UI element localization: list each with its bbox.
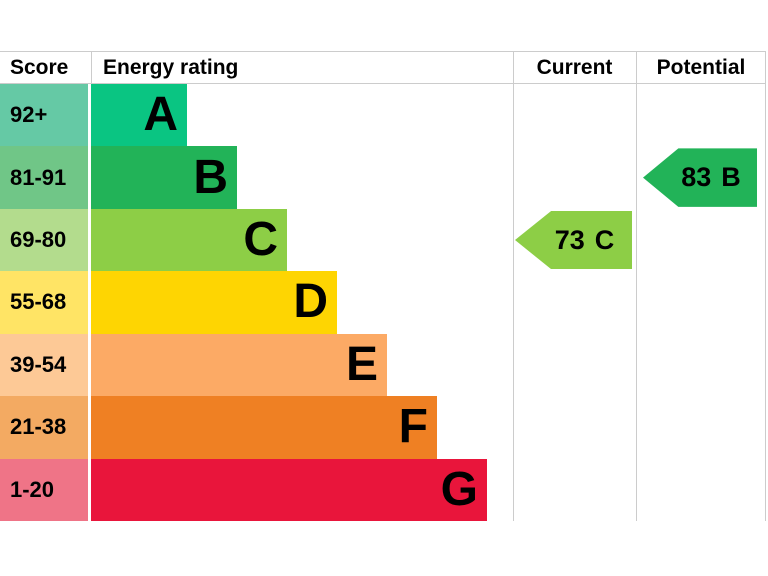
epc-rating-chart: Score Energy rating Current Potential 92… xyxy=(0,51,766,521)
potential-value: 83 xyxy=(681,162,712,193)
rating-bar-c: C xyxy=(91,208,287,272)
rating-row-f: 21-38 F xyxy=(0,396,513,459)
header-current: Current xyxy=(536,55,613,79)
current-arrow: 73 C xyxy=(515,210,632,270)
rating-row-e: 39-54 E xyxy=(0,333,513,397)
grade-letter: D xyxy=(293,275,328,329)
divider-score-rating xyxy=(91,52,92,84)
score-band-label: 81-91 xyxy=(0,146,88,209)
score-band-label: 21-38 xyxy=(0,396,88,459)
rating-row-c: 69-80 C xyxy=(0,208,513,272)
grade-letter: E xyxy=(345,337,378,391)
divider-right-edge xyxy=(765,52,766,521)
grade-letter: A xyxy=(143,88,178,142)
rating-bar-g: G xyxy=(91,458,487,521)
header-energy-rating: Energy rating xyxy=(103,55,239,79)
rating-row-b: 81-91 B xyxy=(0,146,513,209)
rating-row-a: 92+ A xyxy=(0,84,513,147)
grade-letter: C xyxy=(243,213,278,267)
divider-potential xyxy=(636,52,637,521)
rating-bar-d: D xyxy=(91,271,337,334)
score-band-label: 39-54 xyxy=(0,333,88,397)
current-grade: C xyxy=(594,224,615,255)
score-band-label: 69-80 xyxy=(0,208,88,272)
rating-rows: 92+ A 81-91 B 69-80 C 55-68 D 39-54 E 21… xyxy=(0,84,513,521)
grade-letter: B xyxy=(193,150,228,204)
rating-row-g: 1-20 G xyxy=(0,458,513,521)
divider-current xyxy=(513,52,514,521)
header-score: Score xyxy=(10,55,69,79)
rating-bar-f: F xyxy=(91,396,437,459)
score-band-label: 55-68 xyxy=(0,271,88,334)
rating-bar-e: E xyxy=(91,333,387,397)
grade-letter: G xyxy=(440,462,478,516)
score-band-label: 1-20 xyxy=(0,458,88,521)
rating-row-d: 55-68 D xyxy=(0,271,513,334)
chart-header-row: Score Energy rating Current Potential xyxy=(0,52,766,84)
rating-bar-a: A xyxy=(91,84,187,147)
score-band-label: 92+ xyxy=(0,84,88,147)
potential-grade: B xyxy=(721,162,741,193)
potential-arrow: 83 B xyxy=(643,148,757,207)
header-potential: Potential xyxy=(656,55,746,79)
current-value: 73 xyxy=(554,224,585,255)
grade-letter: F xyxy=(398,400,428,454)
rating-bar-b: B xyxy=(91,146,237,209)
